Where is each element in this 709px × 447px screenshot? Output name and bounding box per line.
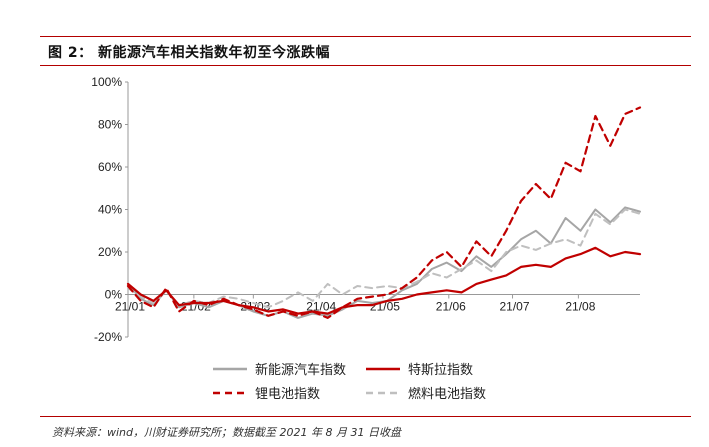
y-tick-label: 20% [98,245,122,259]
y-tick-label: 60% [98,160,122,174]
figure-header: 图 2： 新能源汽车相关指数年初至今涨跌幅 [40,36,691,66]
y-tick-label: 40% [98,203,122,217]
y-tick-label: 0% [105,288,123,302]
x-tick-label: 21/08 [565,300,595,314]
y-tick-label: 100% [91,75,122,89]
y-tick-label: 80% [98,118,122,132]
x-tick-label: 21/06 [436,300,466,314]
legend-label: 锂电池指数 [255,387,320,402]
legend-label: 燃料电池指数 [408,386,486,402]
x-tick-label: 21/04 [306,300,336,314]
y-tick-label: -20% [94,330,122,344]
plot-lines [126,106,642,319]
figure-title: 图 2： 新能源汽车相关指数年初至今涨跌幅 [48,45,330,61]
series-line-2 [126,246,642,315]
legend-label: 新能源汽车指数 [255,362,346,378]
source-note: 资料来源：wind，川财证券研究所；数据截至 2021 年 8 月 31 日收盘 [52,426,401,439]
x-tick-label: 21/07 [500,300,530,314]
x-tick-label: 21/01 [115,300,145,314]
series-line-3 [126,106,642,319]
legend-label: 特斯拉指数 [408,363,473,378]
bottom-rule [40,416,691,417]
series-line-4 [127,208,641,309]
